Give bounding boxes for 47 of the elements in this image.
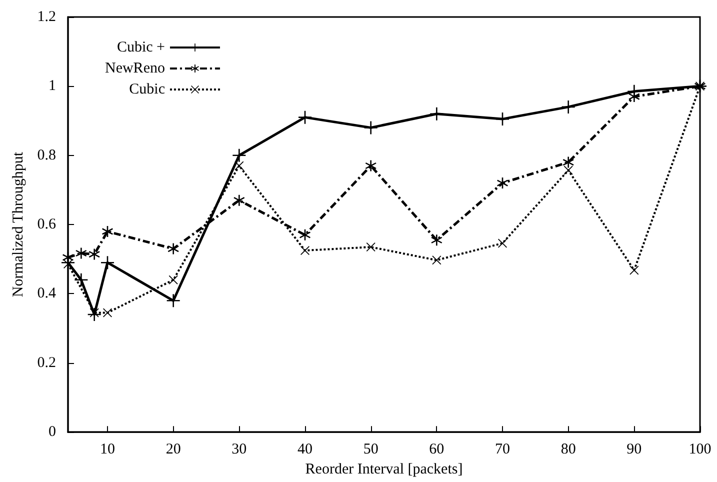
- point: [365, 160, 376, 172]
- y-axis-title: Normalized Throughput: [10, 151, 26, 298]
- point: [168, 275, 178, 284]
- x-tick-label: 70: [495, 442, 510, 458]
- point: [168, 243, 179, 254]
- x-tick-label: 30: [232, 442, 247, 458]
- point: [298, 110, 312, 124]
- y-tick-label: 0.2: [37, 354, 56, 371]
- legend-label: Cubic +: [116, 40, 165, 56]
- point: [364, 121, 378, 134]
- point: [630, 266, 639, 275]
- x-tick-label: 90: [626, 442, 642, 458]
- point: [562, 156, 574, 168]
- legend-label: NewReno: [104, 60, 165, 76]
- point: [102, 226, 113, 237]
- y-tick-label: 0.6: [37, 216, 56, 233]
- y-tick-label: 0.8: [37, 147, 56, 164]
- point: [430, 107, 444, 120]
- point: [166, 294, 180, 308]
- point: [74, 273, 88, 286]
- point: [564, 166, 573, 175]
- y-tick-label: 1: [48, 78, 56, 94]
- point: [300, 246, 310, 255]
- point: [431, 234, 442, 246]
- point: [300, 229, 310, 240]
- y-tick-label: 1.2: [37, 9, 56, 25]
- x-tick-label: 40: [298, 442, 312, 458]
- y-tick-label: 0.4: [37, 286, 56, 302]
- point: [232, 148, 246, 162]
- x-tick-label: 60: [429, 442, 444, 458]
- point: [234, 161, 244, 170]
- point: [562, 100, 575, 114]
- y-tick-label: 0: [48, 424, 56, 440]
- point: [432, 256, 442, 265]
- x-tick-label: 100: [688, 442, 712, 458]
- x-tick-label: 80: [560, 442, 576, 458]
- legend-label: Cubic: [129, 82, 166, 98]
- point: [101, 256, 114, 270]
- point: [76, 248, 87, 259]
- x-tick-label: 10: [100, 442, 115, 458]
- point: [497, 178, 508, 189]
- point: [234, 194, 245, 206]
- point: [88, 248, 100, 260]
- x-tick-label: 20: [166, 442, 181, 458]
- x-axis-title: Reorder Interval [packets]: [305, 462, 463, 478]
- point: [88, 308, 101, 321]
- x-tick-label: 50: [363, 442, 378, 458]
